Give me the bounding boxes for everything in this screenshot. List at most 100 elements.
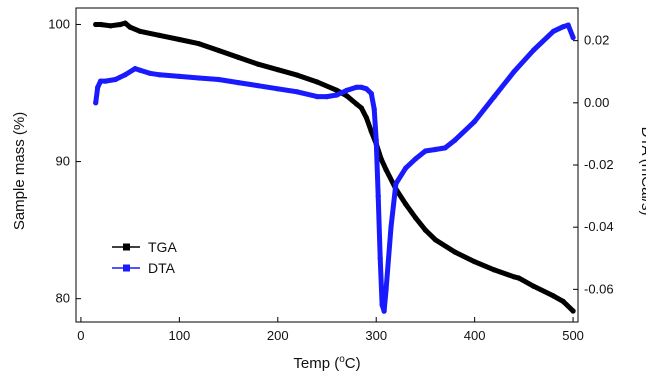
data-point-dta bbox=[511, 69, 517, 75]
data-point-tga bbox=[98, 21, 104, 28]
data-point-dta bbox=[235, 80, 241, 86]
data-point-dta bbox=[358, 84, 365, 90]
legend-item-dta: DTA bbox=[112, 260, 176, 276]
x-axis-title: Temp (oC) bbox=[293, 354, 360, 372]
x-tick-label: 100 bbox=[169, 328, 191, 343]
y-left-tick-label: 80 bbox=[56, 291, 70, 306]
data-point-tga bbox=[255, 61, 261, 67]
data-point-dta bbox=[375, 193, 381, 199]
data-point-dta bbox=[98, 78, 104, 84]
data-point-dta bbox=[373, 137, 379, 143]
data-point-dta bbox=[334, 92, 340, 98]
data-point-dta bbox=[570, 34, 576, 41]
data-point-tga bbox=[378, 156, 384, 162]
y-left-axis-title: Sample mass (%) bbox=[11, 112, 28, 230]
data-point-dta bbox=[413, 156, 419, 162]
data-point-tga bbox=[275, 67, 281, 73]
data-point-dta bbox=[531, 47, 537, 53]
data-point-tga bbox=[491, 267, 497, 273]
legend-item-tga: TGA bbox=[112, 239, 177, 255]
data-point-dta bbox=[381, 308, 387, 314]
x-tick-label: 500 bbox=[562, 328, 584, 343]
data-point-tga bbox=[511, 274, 517, 280]
data-point-dta bbox=[157, 72, 163, 78]
data-point-tga bbox=[403, 201, 409, 207]
y-left-tick-label: 90 bbox=[56, 154, 70, 169]
data-point-tga bbox=[570, 308, 576, 314]
data-point-tga bbox=[107, 23, 114, 29]
data-point-tga bbox=[176, 36, 182, 43]
y-right-tick-label: -0.04 bbox=[584, 219, 614, 234]
data-point-tga bbox=[344, 93, 350, 99]
data-point-dta bbox=[452, 137, 458, 143]
data-point-tga bbox=[314, 79, 320, 85]
data-point-tga bbox=[422, 227, 428, 233]
legend-marker-dta bbox=[123, 264, 130, 272]
series-layer bbox=[93, 20, 576, 314]
x-tick-label: 200 bbox=[267, 328, 289, 343]
data-point-tga bbox=[137, 28, 143, 34]
data-point-tga bbox=[531, 283, 537, 289]
y-right-tick-label: 0.02 bbox=[584, 33, 609, 48]
ticks-layer: 0 100 200 300 400 500 80 90 100 -0.06 -0.04 -0.02 0.… bbox=[48, 16, 613, 343]
data-point-dta bbox=[432, 146, 438, 153]
data-point-dta bbox=[95, 84, 101, 90]
data-point-tga bbox=[294, 72, 301, 78]
data-point-dta bbox=[93, 100, 99, 106]
data-point-dta bbox=[393, 181, 399, 187]
data-point-dta bbox=[491, 94, 497, 100]
x-tick-label: 0 bbox=[77, 328, 84, 343]
legend-label-dta: DTA bbox=[148, 260, 176, 276]
data-point-tga bbox=[157, 32, 163, 39]
data-point-dta bbox=[132, 66, 138, 72]
data-point-dta bbox=[560, 24, 566, 30]
data-point-dta bbox=[255, 83, 261, 89]
data-point-dta bbox=[550, 28, 557, 34]
data-point-dta bbox=[472, 118, 478, 125]
y-right-tick-label: -0.06 bbox=[584, 281, 614, 296]
data-point-tga bbox=[93, 21, 99, 28]
data-point-dta bbox=[565, 22, 571, 28]
data-point-tga bbox=[432, 237, 438, 243]
data-point-dta bbox=[112, 76, 118, 83]
data-point-tga bbox=[413, 215, 419, 221]
data-point-tga bbox=[560, 298, 566, 304]
y-right-tick-label: 0.00 bbox=[584, 95, 609, 110]
data-point-tga bbox=[368, 128, 374, 134]
data-point-dta bbox=[176, 73, 182, 79]
data-point-tga bbox=[216, 47, 222, 54]
data-point-tga bbox=[122, 20, 128, 26]
data-point-tga bbox=[334, 87, 340, 93]
data-point-dta bbox=[102, 78, 109, 84]
data-point-dta bbox=[442, 145, 448, 151]
data-point-tga bbox=[452, 249, 458, 255]
data-point-dta bbox=[137, 67, 143, 73]
data-point-dta bbox=[377, 255, 383, 261]
data-point-tga bbox=[516, 275, 522, 281]
data-point-tga bbox=[196, 41, 202, 47]
data-point-tga bbox=[472, 259, 478, 265]
data-point-dta bbox=[122, 72, 128, 78]
data-point-dta bbox=[371, 106, 377, 112]
x-tick-label: 300 bbox=[365, 328, 387, 343]
data-point-dta bbox=[388, 224, 394, 230]
data-point-tga bbox=[235, 54, 241, 61]
data-point-tga bbox=[550, 293, 557, 299]
data-point-dta bbox=[275, 86, 281, 92]
data-point-dta bbox=[294, 89, 301, 95]
data-point-dta bbox=[324, 94, 330, 100]
y-right-tick-label: -0.02 bbox=[584, 157, 614, 172]
data-point-dta bbox=[383, 286, 389, 292]
data-point-dta bbox=[314, 94, 320, 100]
legend: TGA DTA bbox=[112, 239, 177, 276]
data-point-tga bbox=[358, 105, 365, 111]
x-tick-label: 400 bbox=[464, 328, 486, 343]
data-point-tga bbox=[127, 24, 133, 30]
legend-marker-tga bbox=[123, 243, 130, 251]
data-point-dta bbox=[403, 165, 409, 171]
y-right-axis-title: DTA (mCal/s) bbox=[638, 127, 646, 216]
y-left-tick-label: 100 bbox=[48, 16, 70, 31]
data-point-dta bbox=[216, 76, 222, 83]
data-point-dta bbox=[422, 148, 428, 154]
